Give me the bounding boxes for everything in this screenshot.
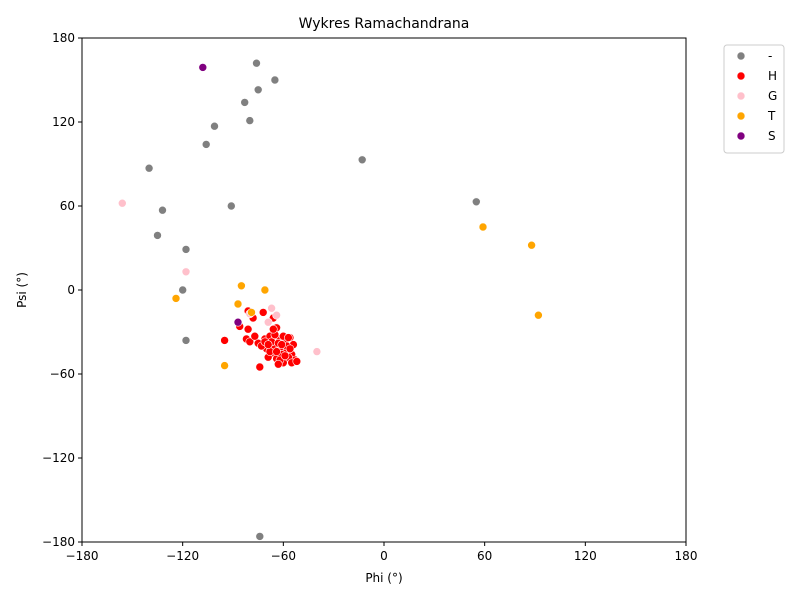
data-point xyxy=(273,359,283,369)
plot-frame xyxy=(81,37,687,543)
y-tick-label: −180 xyxy=(42,535,75,549)
data-point xyxy=(220,361,229,370)
legend-label: T xyxy=(767,109,776,123)
data-point xyxy=(253,85,263,95)
data-point xyxy=(158,205,167,215)
data-point xyxy=(252,58,261,68)
data-point xyxy=(285,344,295,354)
data-point xyxy=(260,285,270,295)
data-point xyxy=(247,308,256,317)
x-tick-label: −180 xyxy=(66,549,99,563)
legend-marker xyxy=(736,51,746,61)
data-point xyxy=(277,340,287,349)
legend-marker xyxy=(736,91,746,101)
y-axis-label: Psi (°) xyxy=(15,272,29,308)
x-tick-label: 0 xyxy=(380,549,388,563)
x-tick-label: 180 xyxy=(675,549,698,563)
y-tick-label: −120 xyxy=(42,451,75,465)
legend-marker xyxy=(736,111,746,121)
data-point xyxy=(240,98,249,107)
data-point xyxy=(258,308,268,317)
data-point xyxy=(268,324,278,334)
data-point xyxy=(292,357,302,366)
data-point xyxy=(272,347,281,356)
data-point xyxy=(181,245,191,254)
points-layer xyxy=(118,58,543,541)
data-point xyxy=(478,222,488,232)
data-point xyxy=(144,163,154,173)
data-point xyxy=(263,340,273,349)
y-tick-label: 180 xyxy=(52,31,75,45)
data-point xyxy=(245,337,255,347)
y-tick-label: 0 xyxy=(67,283,75,297)
data-point xyxy=(255,532,265,541)
legend-marker xyxy=(736,71,746,81)
x-tick-label: −120 xyxy=(166,549,199,563)
y-tick-label: 120 xyxy=(52,115,75,129)
data-point xyxy=(272,310,281,320)
data-point xyxy=(284,333,293,342)
data-point xyxy=(243,324,253,334)
y-ticks: −180 −120 −60 0 60 120 180 xyxy=(42,31,82,549)
data-point xyxy=(534,310,543,320)
data-point xyxy=(237,281,246,291)
data-point xyxy=(357,155,367,165)
data-point xyxy=(233,317,243,327)
chart-title: Wykres Ramachandrana xyxy=(299,16,470,32)
legend-label: G xyxy=(768,89,777,103)
data-point xyxy=(181,336,191,345)
data-point xyxy=(527,240,536,250)
data-point xyxy=(312,347,322,356)
data-point xyxy=(153,231,162,240)
data-point xyxy=(471,197,481,207)
x-ticks: −180 −120 −60 0 60 120 180 xyxy=(66,542,698,563)
data-point xyxy=(263,317,273,327)
data-point xyxy=(233,299,243,309)
data-point xyxy=(181,267,191,277)
data-point xyxy=(250,331,260,341)
data-point xyxy=(220,336,229,345)
x-tick-label: −60 xyxy=(271,549,296,563)
x-tick-label: 120 xyxy=(574,549,597,563)
data-point xyxy=(255,362,265,372)
data-point xyxy=(280,351,290,361)
y-tick-label: −60 xyxy=(50,367,75,381)
x-tick-label: 60 xyxy=(477,549,492,563)
legend-frame xyxy=(723,44,785,154)
data-point xyxy=(171,294,181,303)
data-point xyxy=(267,303,276,313)
data-point xyxy=(198,63,208,72)
x-axis-label: Phi (°) xyxy=(365,571,402,585)
data-point xyxy=(210,121,219,131)
legend-marker xyxy=(736,131,746,141)
data-point xyxy=(227,201,236,211)
data-point xyxy=(270,75,280,85)
legend-label: S xyxy=(768,129,776,143)
legend-label: H xyxy=(768,69,777,83)
data-point xyxy=(245,116,255,125)
data-point xyxy=(178,285,187,295)
data-point xyxy=(118,198,127,208)
legend-label: - xyxy=(768,49,772,63)
data-point xyxy=(201,140,211,149)
y-tick-label: 60 xyxy=(60,199,75,213)
